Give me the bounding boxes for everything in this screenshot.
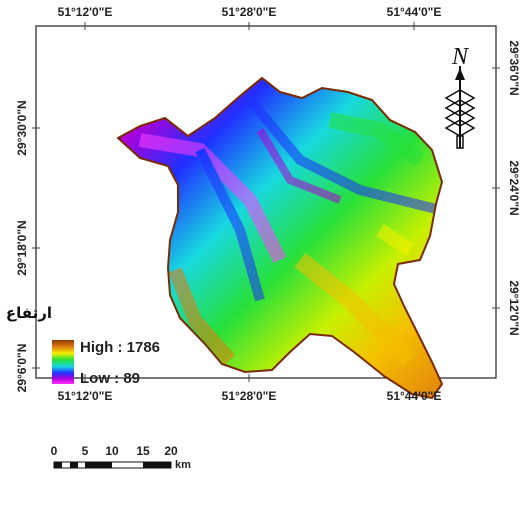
right-coord-labels: 29°36'0"N 29°24'0"N 29°12'0"N	[507, 40, 521, 335]
coord-left-3: 29°6'0"N	[15, 344, 29, 393]
scale-tick-5: 5	[82, 444, 89, 458]
scale-tick-15: 15	[136, 444, 150, 458]
north-label: N	[451, 44, 470, 70]
coord-right-2: 29°24'0"N	[507, 160, 521, 215]
coord-left-1: 29°30'0"N	[15, 100, 29, 155]
coord-right-1: 29°36'0"N	[507, 40, 521, 95]
north-arrow-icon: N	[444, 44, 476, 149]
scale-tick-10: 10	[105, 444, 119, 458]
left-coord-labels: 29°30'0"N 29°18'0"N 29°6'0"N	[15, 100, 29, 392]
basin-dem	[117, 77, 443, 399]
scale-tick-0: 0	[51, 444, 58, 458]
coord-top-3: 51°44'0"E	[387, 5, 442, 19]
legend-high-label: High : 1786	[80, 339, 160, 356]
scale-unit: km	[175, 459, 191, 471]
coord-top-2: 51°28'0"E	[222, 5, 277, 19]
coord-top-1: 51°12'0"E	[58, 5, 113, 19]
legend-low-label: Low : 89	[80, 370, 140, 387]
scale-bar: 0 5 10 15 20 km	[51, 444, 191, 471]
coord-bottom-2: 51°28'0"E	[222, 389, 277, 403]
legend-title: ارتفاع (متر)	[0, 304, 52, 322]
coord-bottom-1: 51°12'0"E	[58, 389, 113, 403]
coord-right-3: 29°12'0"N	[507, 280, 521, 335]
bottom-coord-labels: 51°12'0"E 51°28'0"E 51°44'0"E	[58, 389, 442, 403]
coord-left-2: 29°18'0"N	[15, 220, 29, 275]
legend: ارتفاع (متر) High : 1786 Low : 89	[0, 304, 160, 387]
scale-tick-20: 20	[164, 444, 178, 458]
coord-bottom-3: 51°44'0"E	[387, 389, 442, 403]
top-coord-labels: 51°12'0"E 51°28'0"E 51°44'0"E	[58, 5, 442, 19]
legend-ramp	[52, 340, 74, 384]
